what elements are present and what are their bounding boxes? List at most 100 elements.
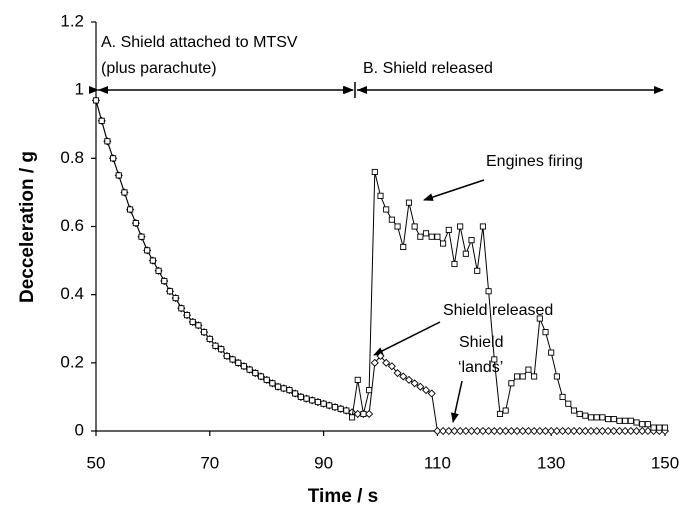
annotation-arrow xyxy=(373,321,441,356)
square-marker xyxy=(656,424,663,431)
diamond-marker xyxy=(376,351,385,361)
x-tick-label: 110 xyxy=(424,453,451,472)
square-marker xyxy=(326,402,333,409)
square-marker xyxy=(331,404,339,411)
square-marker xyxy=(240,363,247,370)
square-marker xyxy=(115,172,122,179)
y-tick-label: 1.2 xyxy=(60,11,84,30)
series-line xyxy=(95,100,665,429)
square-marker xyxy=(587,414,595,421)
diamond-marker xyxy=(439,426,448,436)
annotation: ‘lands’ xyxy=(458,359,503,376)
square-marker xyxy=(650,424,657,431)
square-marker xyxy=(422,230,430,237)
x-axis-label: Time / s xyxy=(308,486,378,507)
diamond-marker xyxy=(467,426,476,436)
square-marker xyxy=(394,223,401,230)
x-tick-label: 90 xyxy=(314,453,333,472)
square-marker xyxy=(275,383,282,390)
diamond-marker xyxy=(444,426,453,436)
diamond-marker xyxy=(393,369,402,378)
square-marker xyxy=(360,410,367,418)
square-marker xyxy=(514,373,521,380)
square-marker xyxy=(144,247,151,254)
square-marker xyxy=(457,223,464,230)
annotation: Shield xyxy=(459,334,503,351)
diamond-marker xyxy=(450,426,459,436)
square-marker xyxy=(201,329,208,336)
diamond-marker xyxy=(484,426,493,436)
diamond-marker xyxy=(604,426,613,436)
square-marker xyxy=(411,223,418,230)
diamond-marker xyxy=(638,426,647,436)
square-marker xyxy=(280,385,287,392)
square-marker xyxy=(610,416,617,423)
square-marker xyxy=(263,376,270,383)
diamond-marker xyxy=(518,426,527,436)
square-marker xyxy=(183,312,191,319)
square-marker xyxy=(485,288,492,295)
square-marker xyxy=(474,267,481,274)
diamond-marker xyxy=(427,389,436,398)
diamond-marker xyxy=(399,372,408,381)
y-tick-label: 0.8 xyxy=(60,148,84,167)
annotation: (plus parachute) xyxy=(101,60,217,77)
square-marker xyxy=(491,356,498,363)
diamond-marker xyxy=(421,386,431,395)
square-marker xyxy=(593,414,600,421)
square-marker xyxy=(508,380,515,387)
square-marker xyxy=(246,366,253,373)
diamond-marker xyxy=(632,426,641,436)
square-marker xyxy=(172,295,179,302)
square-marker xyxy=(371,168,378,176)
square-marker xyxy=(189,318,196,325)
square-marker xyxy=(92,97,100,104)
square-marker xyxy=(121,189,128,196)
diamond-marker xyxy=(575,426,584,436)
diamond-marker xyxy=(365,409,374,418)
square-marker xyxy=(166,288,174,295)
square-marker xyxy=(405,199,413,206)
square-marker xyxy=(400,243,407,251)
square-marker xyxy=(519,373,526,380)
y-tick-label: 0.4 xyxy=(60,284,84,303)
diamond-marker xyxy=(404,375,413,384)
square-marker xyxy=(559,393,566,400)
square-marker xyxy=(235,359,242,366)
y-tick-label: 0.6 xyxy=(60,216,84,235)
diamond-marker xyxy=(461,426,470,436)
square-marker xyxy=(195,322,202,329)
diamond-marker xyxy=(598,426,607,436)
square-marker xyxy=(206,335,213,343)
square-marker xyxy=(252,370,259,377)
square-marker xyxy=(440,240,447,247)
square-marker xyxy=(525,366,532,373)
square-marker xyxy=(132,220,139,227)
diamond-marker xyxy=(564,426,573,436)
diamond-marker xyxy=(524,426,533,436)
x-tick-label: 50 xyxy=(87,453,106,472)
square-marker xyxy=(383,206,390,213)
square-marker xyxy=(468,237,475,244)
square-marker xyxy=(309,397,316,404)
square-marker xyxy=(320,400,327,407)
square-marker xyxy=(354,376,361,383)
square-marker xyxy=(565,400,572,407)
y-tick-label: 0.2 xyxy=(60,352,84,371)
square-marker xyxy=(627,417,634,424)
annotation: Engines firing xyxy=(486,153,583,170)
diamond-marker xyxy=(530,426,539,436)
square-marker xyxy=(388,216,395,223)
x-tick-label: 150 xyxy=(651,453,679,472)
square-marker xyxy=(138,233,145,240)
square-marker xyxy=(616,417,623,424)
square-marker xyxy=(377,192,384,199)
diamond-marker xyxy=(490,426,499,436)
diamond-marker xyxy=(592,426,601,436)
square-marker xyxy=(644,421,651,428)
square-marker xyxy=(531,373,538,380)
diamond-marker xyxy=(643,426,652,436)
diamond-marker xyxy=(387,362,396,371)
diamond-marker xyxy=(558,426,567,436)
